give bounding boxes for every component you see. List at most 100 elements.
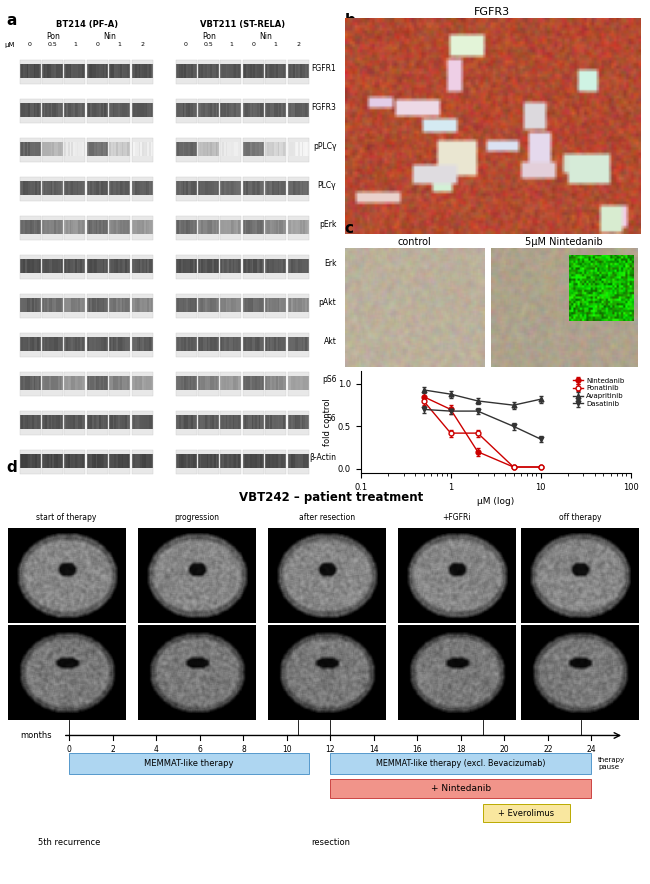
Bar	[190, 299, 191, 312]
Bar	[109, 449, 131, 474]
Bar	[265, 449, 287, 474]
Bar	[87, 255, 108, 278]
Bar	[190, 415, 191, 429]
Bar	[87, 293, 108, 317]
Bar	[212, 415, 214, 429]
Text: pErk: pErk	[319, 219, 337, 229]
Bar	[37, 338, 39, 351]
Bar	[144, 181, 146, 194]
Bar	[185, 65, 186, 78]
Bar	[106, 338, 108, 351]
Bar	[21, 220, 23, 233]
Text: 16: 16	[413, 745, 422, 754]
Bar	[20, 338, 21, 351]
Bar	[137, 299, 138, 312]
Bar	[255, 65, 257, 78]
Bar	[198, 293, 219, 317]
Bar	[112, 454, 114, 468]
Bar	[140, 220, 142, 233]
Bar	[138, 259, 140, 272]
Bar	[127, 65, 129, 78]
Bar	[243, 216, 264, 240]
Bar	[109, 59, 131, 84]
Bar	[287, 371, 309, 396]
Bar	[190, 181, 191, 194]
Bar	[150, 338, 151, 351]
Bar	[298, 338, 300, 351]
Bar	[129, 259, 131, 272]
Bar	[198, 410, 219, 435]
Bar	[87, 99, 108, 123]
Bar	[116, 181, 118, 194]
Bar	[151, 103, 153, 117]
Bar	[87, 259, 88, 272]
Bar	[281, 415, 283, 429]
Bar	[214, 142, 216, 156]
Bar	[222, 454, 224, 468]
Bar	[259, 65, 261, 78]
Bar	[23, 181, 25, 194]
Bar	[44, 142, 46, 156]
Bar	[148, 415, 150, 429]
Bar	[226, 103, 227, 117]
Bar	[87, 138, 108, 162]
Bar	[220, 103, 222, 117]
Bar	[27, 65, 29, 78]
Bar	[101, 103, 103, 117]
Bar	[226, 415, 227, 429]
Text: 22: 22	[543, 745, 552, 754]
Bar	[54, 65, 56, 78]
Bar	[35, 181, 37, 194]
Bar	[306, 259, 307, 272]
Bar	[137, 181, 138, 194]
Bar	[131, 371, 153, 396]
Bar	[25, 377, 27, 390]
Bar	[205, 299, 207, 312]
Bar	[131, 332, 153, 356]
Bar	[307, 338, 309, 351]
Bar	[307, 142, 309, 156]
Bar	[254, 142, 255, 156]
Bar	[198, 216, 219, 240]
Bar	[116, 220, 118, 233]
Bar	[77, 181, 79, 194]
Bar	[79, 220, 80, 233]
Bar	[131, 338, 133, 351]
Bar	[56, 220, 58, 233]
Bar	[217, 103, 219, 117]
Bar	[32, 338, 34, 351]
Bar	[307, 259, 309, 272]
Bar	[265, 293, 287, 317]
Text: β-Actin: β-Actin	[309, 453, 337, 462]
Bar	[283, 338, 285, 351]
Bar	[96, 65, 98, 78]
Bar	[252, 454, 254, 468]
Bar	[287, 371, 309, 396]
Bar	[214, 65, 216, 78]
Bar	[51, 142, 53, 156]
Bar	[125, 181, 127, 194]
Bar	[37, 65, 39, 78]
Bar	[198, 449, 219, 474]
Bar	[235, 415, 236, 429]
Bar	[287, 99, 309, 123]
Bar	[125, 103, 127, 117]
Bar	[209, 377, 210, 390]
Bar	[118, 142, 120, 156]
Bar	[250, 181, 252, 194]
Bar	[229, 299, 231, 312]
Bar	[75, 299, 77, 312]
Bar	[51, 181, 53, 194]
Bar	[79, 299, 80, 312]
Bar	[304, 454, 306, 468]
Bar	[20, 255, 40, 278]
Bar	[112, 299, 114, 312]
Bar	[238, 338, 240, 351]
Bar	[252, 338, 254, 351]
Bar	[244, 377, 246, 390]
Bar	[238, 454, 240, 468]
Bar	[262, 299, 264, 312]
Bar	[151, 259, 153, 272]
Bar	[183, 415, 185, 429]
Bar	[42, 377, 44, 390]
